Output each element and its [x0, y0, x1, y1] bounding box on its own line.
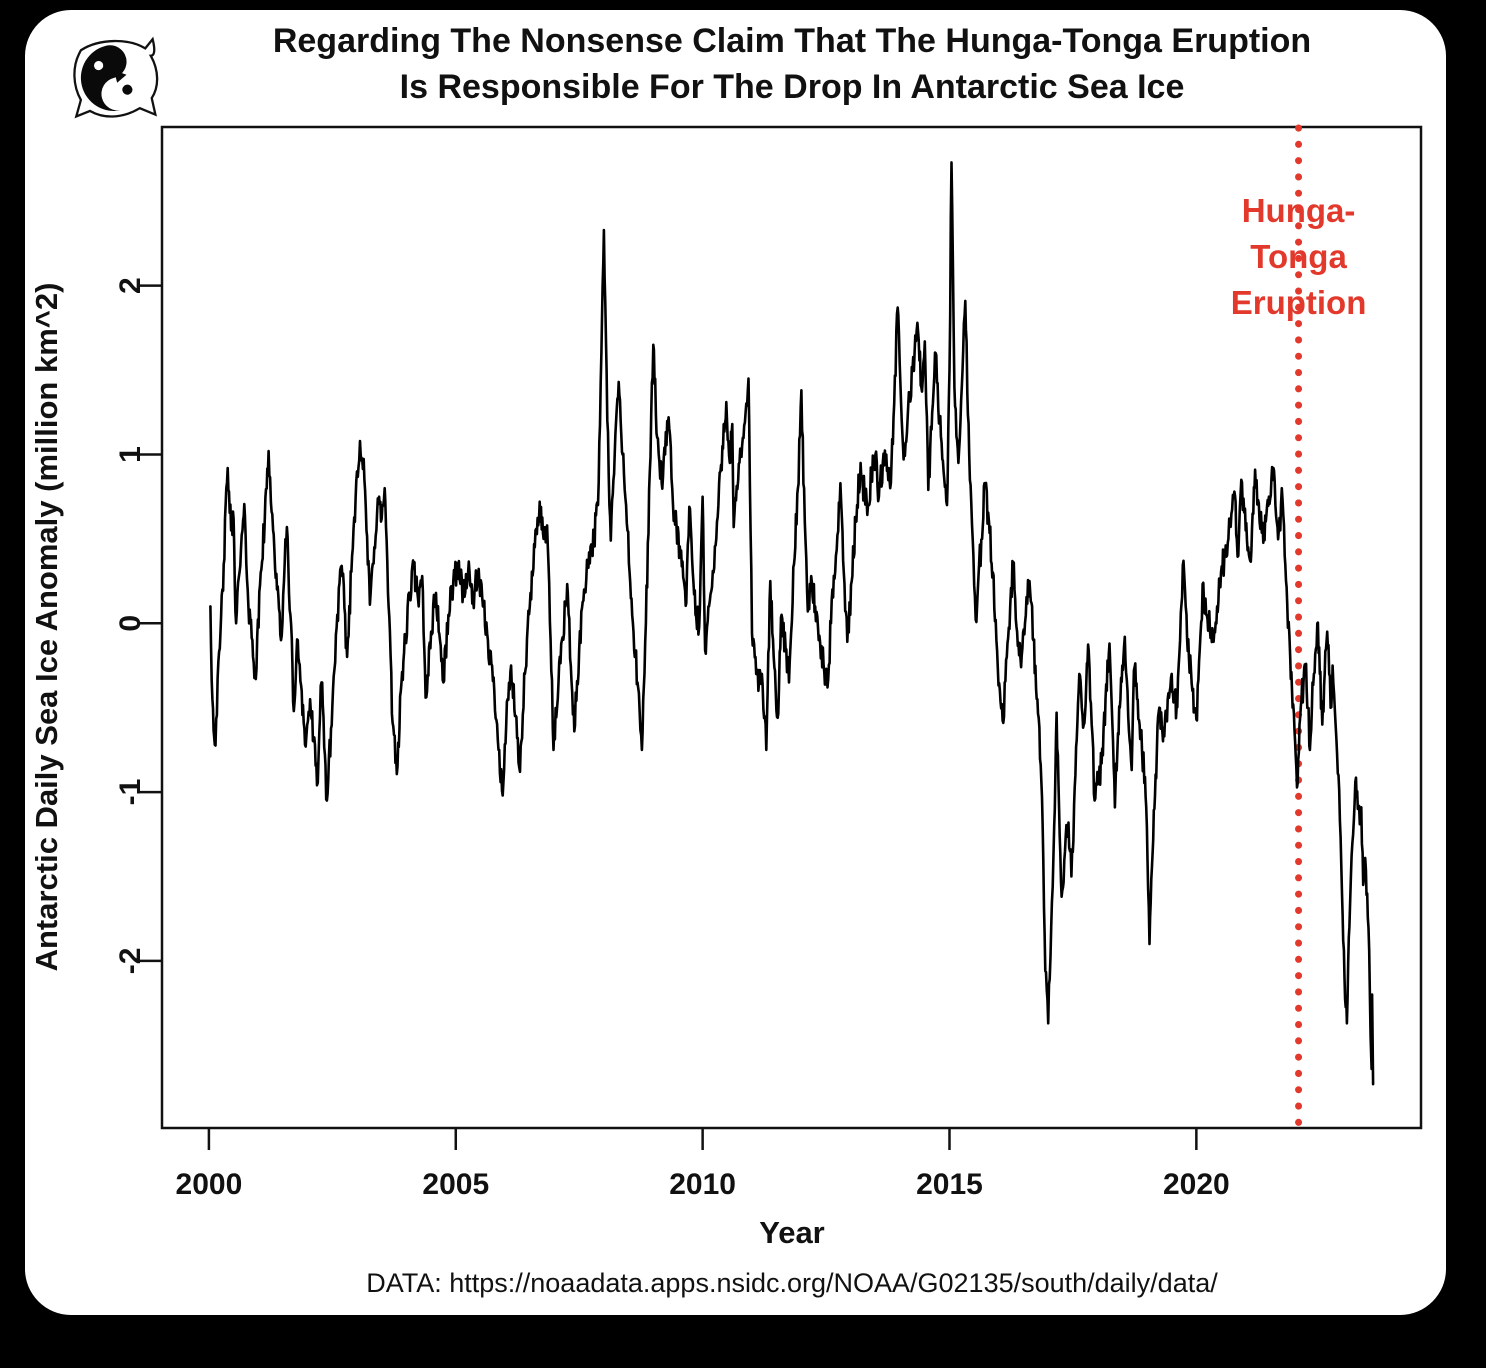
figure-card [25, 10, 1446, 1315]
data-source-note: DATA: https://noaadata.apps.nsidc.org/NO… [366, 1268, 1218, 1298]
x-tick-label: 2005 [422, 1168, 489, 1201]
y-axis-ticks: -2 -1 0 1 2 [114, 277, 162, 974]
logo-yinyang [80, 44, 148, 111]
y-tick-label: -1 [114, 779, 147, 806]
logo-dark-half [80, 45, 127, 111]
x-axis-title: Year [759, 1215, 825, 1250]
title-line-1: Regarding The Nonsense Claim That The Hu… [273, 22, 1311, 60]
eruption-label-line-2: Tonga [1250, 238, 1347, 275]
eruption-label-line-1: Hunga- [1242, 192, 1356, 229]
x-tick-label: 2015 [916, 1168, 983, 1201]
y-tick-label: 2 [114, 277, 147, 294]
y-tick-label: 1 [114, 446, 147, 463]
eruption-annotation: Hunga- Tonga Eruption [1231, 192, 1367, 321]
logo-eye-white [94, 60, 104, 71]
eruption-label-line-3: Eruption [1231, 284, 1367, 321]
plot-area: 2000 2005 2010 2015 2020 -2 -1 0 1 2 Hunga- Tong… [114, 124, 1423, 1201]
logo-eye-black [122, 84, 133, 95]
sea-ice-anomaly-line [209, 161, 1375, 1086]
chart-title: Regarding The Nonsense Claim That The Hu… [273, 22, 1311, 106]
y-tick-label: -2 [114, 948, 147, 975]
x-axis-ticks: 2000 2005 2010 2015 2020 [176, 1128, 1230, 1201]
plot-border [160, 125, 1423, 1130]
title-line-2: Is Responsible For The Drop In Antarctic… [400, 68, 1185, 106]
x-tick-label: 2020 [1163, 1168, 1230, 1201]
penguin-yinyang-logo [73, 36, 159, 119]
y-axis-title: Antarctic Daily Sea Ice Anomaly (million… [29, 283, 64, 972]
logo-beak [114, 70, 127, 83]
y-tick-label: 0 [114, 615, 147, 632]
x-tick-label: 2000 [176, 1168, 243, 1201]
x-tick-label: 2010 [669, 1168, 736, 1201]
